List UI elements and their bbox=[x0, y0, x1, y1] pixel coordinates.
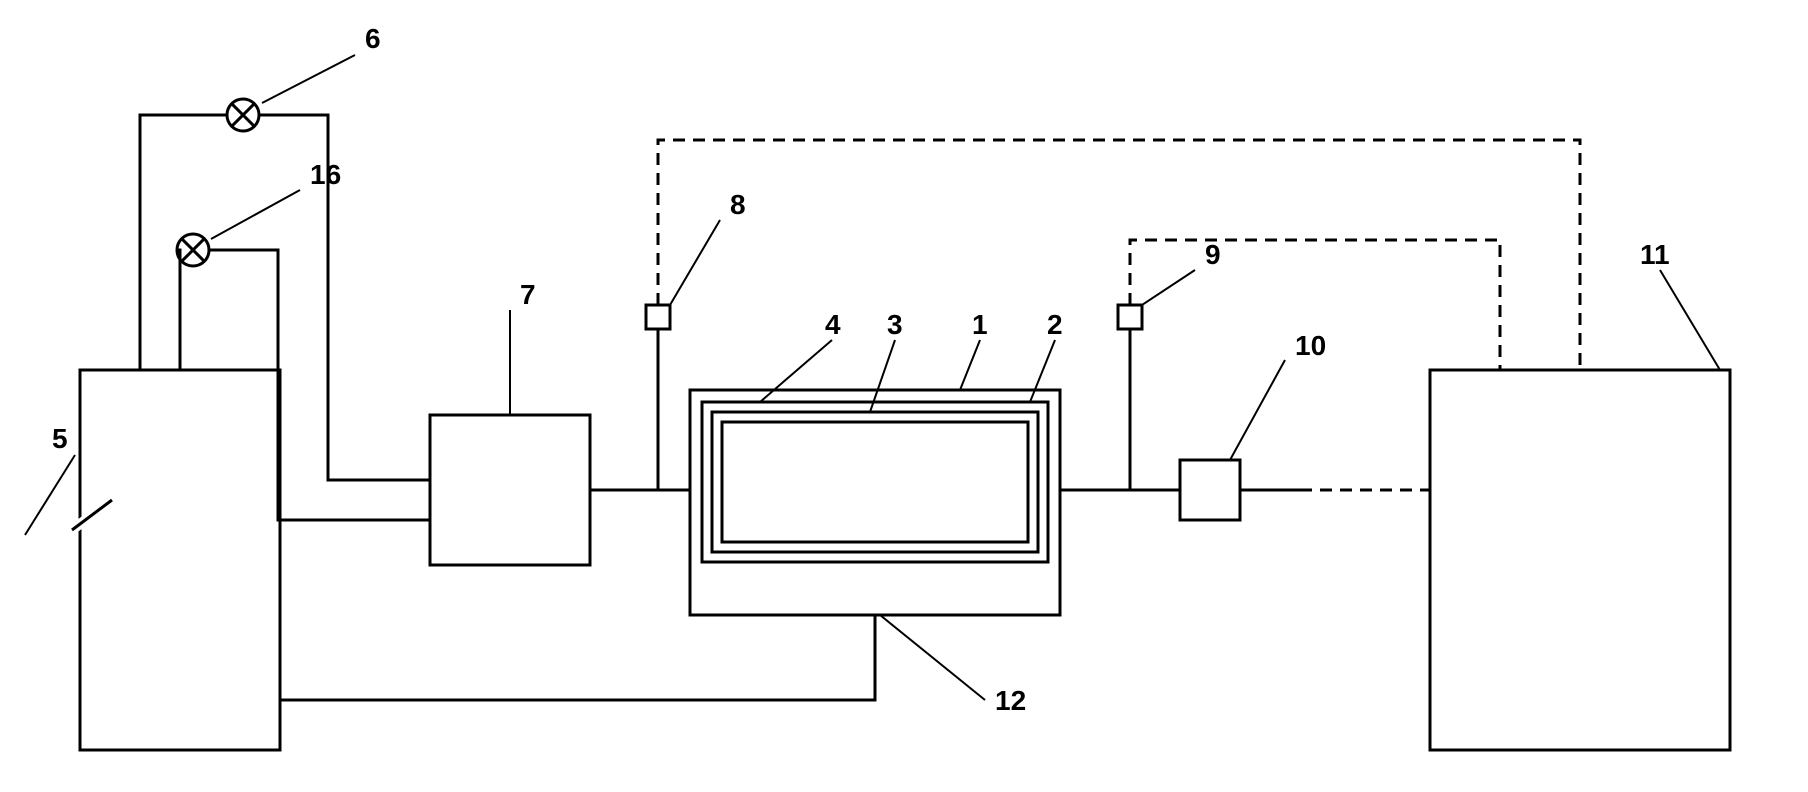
leader-line bbox=[1030, 340, 1055, 402]
callout-label-5: 5 bbox=[52, 423, 68, 454]
block1 bbox=[690, 390, 1060, 615]
block7 bbox=[430, 415, 590, 565]
block11 bbox=[1430, 370, 1730, 750]
block2 bbox=[702, 402, 1048, 562]
pipe bbox=[280, 615, 875, 700]
callout-label-4: 4 bbox=[825, 309, 841, 340]
callout-label-7: 7 bbox=[520, 279, 536, 310]
leader-line bbox=[760, 340, 832, 402]
sensor9 bbox=[1118, 305, 1142, 329]
leader-line bbox=[1230, 360, 1285, 460]
callout-label-6: 6 bbox=[365, 23, 381, 54]
callout-label-8: 8 bbox=[730, 189, 746, 220]
block5 bbox=[80, 370, 280, 750]
valve6 bbox=[227, 99, 259, 131]
signal-line bbox=[658, 140, 1580, 370]
valve16 bbox=[177, 234, 209, 266]
leader-line bbox=[960, 340, 980, 390]
pipe bbox=[177, 250, 180, 370]
leader-line bbox=[880, 615, 985, 700]
block3 bbox=[712, 412, 1038, 552]
leader-line bbox=[1142, 270, 1195, 305]
leader-line bbox=[670, 220, 720, 305]
sensor8 bbox=[646, 305, 670, 329]
callout-label-12: 12 bbox=[995, 685, 1026, 716]
callout-label-2: 2 bbox=[1047, 309, 1063, 340]
block4 bbox=[722, 422, 1028, 542]
leader-line bbox=[1660, 270, 1720, 370]
callout-label-1: 1 bbox=[972, 309, 988, 340]
callout-label-11: 11 bbox=[1640, 239, 1670, 270]
leader-line bbox=[25, 455, 75, 535]
leader-line bbox=[262, 55, 355, 103]
pipe bbox=[259, 115, 430, 480]
leader-line bbox=[211, 190, 300, 239]
callout-label-16: 16 bbox=[310, 159, 341, 190]
callout-label-3: 3 bbox=[887, 309, 903, 340]
block10 bbox=[1180, 460, 1240, 520]
callout-label-10: 10 bbox=[1295, 330, 1326, 361]
notch-line bbox=[72, 500, 112, 530]
callout-label-9: 9 bbox=[1205, 239, 1221, 270]
